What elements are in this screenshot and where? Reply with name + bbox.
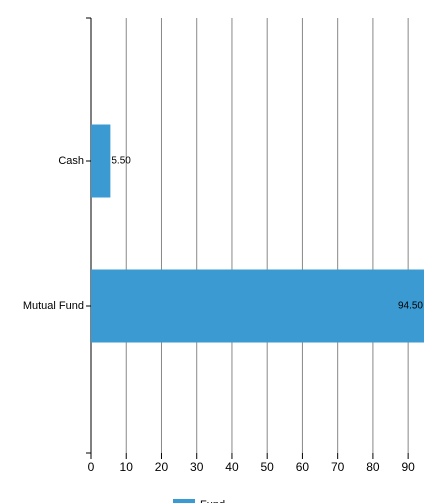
bar xyxy=(91,269,424,343)
value-label: 94.50 xyxy=(398,301,423,312)
x-tick-label: 10 xyxy=(120,460,134,474)
y-tick-label: Mutual Fund xyxy=(23,300,84,312)
legend-label: Fund xyxy=(200,499,225,503)
x-tick-label: 50 xyxy=(261,460,275,474)
x-tick-label: 60 xyxy=(296,460,310,474)
x-tick-label: 40 xyxy=(225,460,239,474)
bar xyxy=(91,124,111,198)
y-tick-label: Cash xyxy=(58,155,84,167)
x-tick-label: 0 xyxy=(88,460,95,474)
x-tick-label: 30 xyxy=(190,460,204,474)
x-tick-label: 90 xyxy=(401,460,415,474)
x-tick-label: 80 xyxy=(366,460,380,474)
x-tick-label: 70 xyxy=(331,460,345,474)
legend-swatch xyxy=(173,499,195,503)
value-label: 5.50 xyxy=(111,156,131,167)
x-tick-label: 20 xyxy=(155,460,169,474)
